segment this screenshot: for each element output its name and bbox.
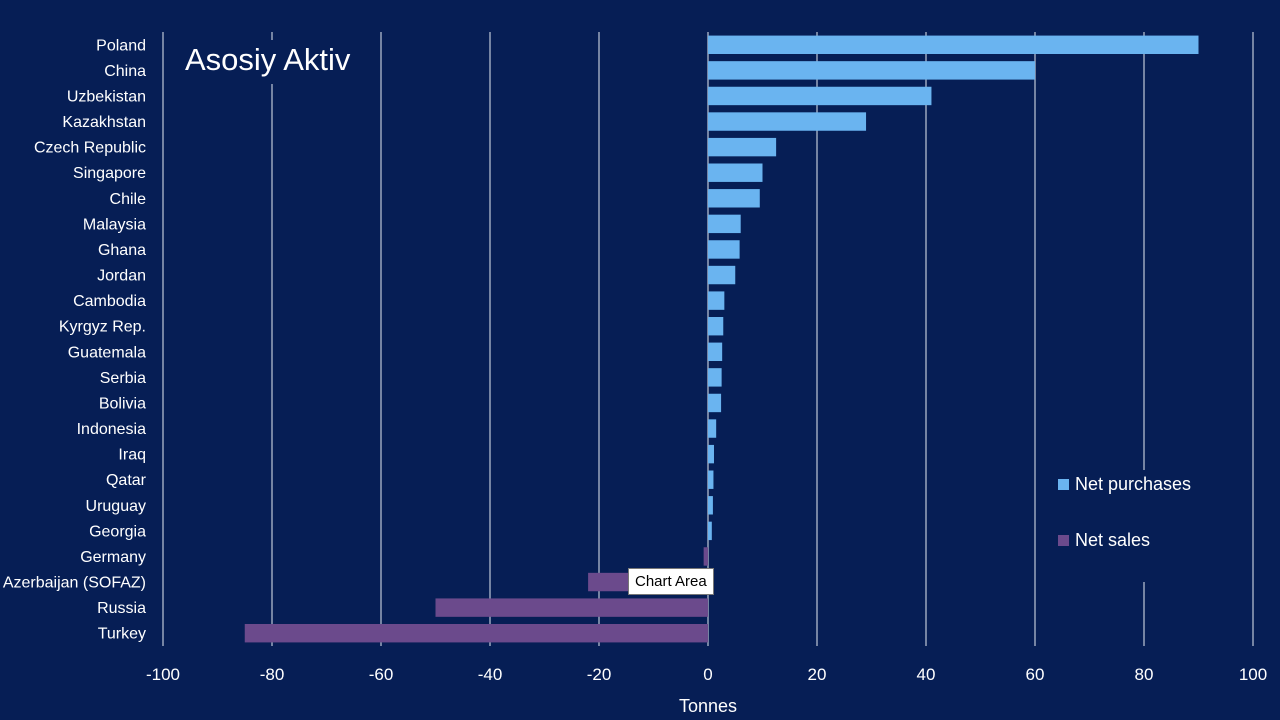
bar-7[interactable] <box>708 214 741 234</box>
x-tick-label-9: 80 <box>1135 665 1154 684</box>
bar-17[interactable] <box>708 470 714 489</box>
category-label-8: Ghana <box>98 242 146 259</box>
x-tick-label-6: 20 <box>808 665 827 684</box>
category-label-15: Indonesia <box>77 421 146 438</box>
bar-2[interactable] <box>708 86 932 106</box>
bar-4[interactable] <box>708 137 777 157</box>
x-tick-label-5: 0 <box>703 665 712 684</box>
legend[interactable]: Net purchases Net sales <box>1058 470 1192 582</box>
category-label-20: Germany <box>80 549 146 566</box>
category-label-0: Poland <box>96 37 146 54</box>
bar-20[interactable] <box>703 547 708 566</box>
legend-item-net-purchases[interactable]: Net purchases <box>1058 470 1191 498</box>
bar-16[interactable] <box>708 444 714 464</box>
chart-title: Asosiy Aktiv <box>185 40 357 84</box>
category-label-5: Singapore <box>73 165 146 182</box>
category-label-14: Bolivia <box>99 395 146 412</box>
category-label-3: Kazakhstan <box>62 114 146 131</box>
bar-11[interactable] <box>708 316 724 336</box>
x-axis-title: Tonnes <box>679 696 737 716</box>
bar-1[interactable] <box>708 61 1035 80</box>
category-label-19: Georgia <box>89 523 146 540</box>
x-tick-label-3: -40 <box>478 665 503 684</box>
bar-23[interactable] <box>244 623 708 643</box>
category-label-21: Azerbaijan (SOFAZ) <box>3 575 146 592</box>
x-tick-label-0: -100 <box>146 665 180 684</box>
category-label-22: Russia <box>97 600 146 617</box>
category-label-6: Chile <box>110 191 147 208</box>
x-tick-label-8: 60 <box>1026 665 1045 684</box>
legend-swatch-net-purchases <box>1058 478 1069 490</box>
category-label-2: Uzbekistan <box>67 88 146 105</box>
category-label-1: China <box>104 63 146 80</box>
category-label-23: Turkey <box>98 626 146 643</box>
bar-19[interactable] <box>708 521 712 541</box>
category-label-7: Malaysia <box>83 216 146 233</box>
legend-label-net-sales: Net sales <box>1075 529 1151 550</box>
legend-label-net-purchases: Net purchases <box>1075 473 1192 494</box>
x-tick-label-10: 100 <box>1239 665 1267 684</box>
legend-swatch-net-sales <box>1058 534 1069 546</box>
bar-5[interactable] <box>708 163 763 182</box>
category-label-9: Jordan <box>97 268 146 285</box>
bar-15[interactable] <box>708 419 717 438</box>
bar-12[interactable] <box>708 342 723 362</box>
category-label-12: Guatemala <box>68 344 146 361</box>
x-tick-label-4: -20 <box>587 665 612 684</box>
bar-18[interactable] <box>708 496 713 515</box>
category-label-4: Czech Republic <box>34 140 146 157</box>
bar-0[interactable] <box>708 35 1199 55</box>
category-label-13: Serbia <box>100 370 146 387</box>
category-label-16: Iraq <box>118 447 146 464</box>
bar-10[interactable] <box>708 291 725 310</box>
bar-14[interactable] <box>708 393 722 413</box>
x-tick-label-1: -80 <box>260 665 285 684</box>
x-tick-label-2: -60 <box>369 665 394 684</box>
bar-6[interactable] <box>708 189 760 208</box>
chart-area-tooltip: Chart Area <box>628 568 714 595</box>
category-label-17: Qatar <box>106 472 147 489</box>
x-tick-label-7: 40 <box>917 665 936 684</box>
legend-item-net-sales[interactable]: Net sales <box>1058 526 1191 554</box>
category-label-11: Kyrgyz Rep. <box>59 319 146 336</box>
bar-22[interactable] <box>435 598 709 617</box>
bar-3[interactable] <box>708 112 867 131</box>
bar-9[interactable] <box>708 265 736 285</box>
category-label-10: Cambodia <box>73 293 146 310</box>
category-label-18: Uruguay <box>86 498 146 515</box>
bar-13[interactable] <box>708 368 722 387</box>
bar-8[interactable] <box>708 240 740 259</box>
